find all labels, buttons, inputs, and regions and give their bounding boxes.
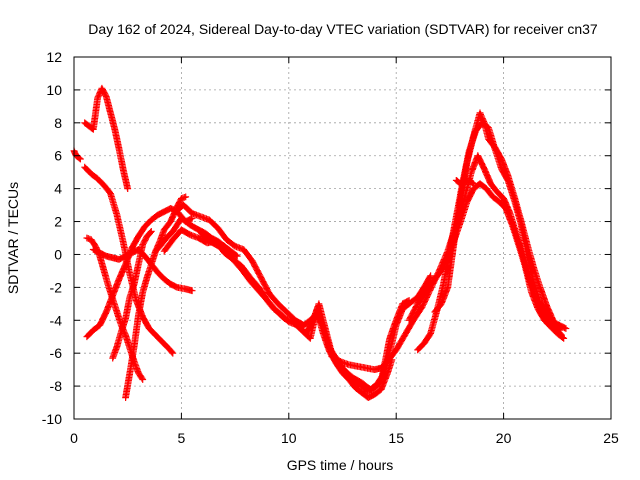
grid <box>74 57 611 419</box>
x-tick-label: 5 <box>178 430 186 446</box>
series-trace-14 <box>405 180 568 342</box>
x-tick-label: 20 <box>496 430 512 446</box>
series-trace-3 <box>81 163 177 357</box>
x-tick-label: 0 <box>70 430 78 446</box>
series-trace-10 <box>160 226 396 401</box>
x-tick-labels: 0 5 10 15 20 25 <box>70 430 619 446</box>
series-trace-2 <box>81 84 132 192</box>
series-trace-11 <box>173 201 413 395</box>
y-tick-labels: -10 -8 -6 -4 -2 0 2 4 6 8 10 12 <box>42 49 62 427</box>
x-tick-label: 10 <box>281 430 297 446</box>
y-tick-label: -10 <box>42 411 62 427</box>
y-axis-label: SDTVAR / TECUs <box>5 182 21 294</box>
series-trace-12 <box>195 226 241 260</box>
y-tick-label: 4 <box>54 181 62 197</box>
y-tick-label: -8 <box>50 378 63 394</box>
series-trace-17 <box>452 177 477 188</box>
y-tick-label: 0 <box>54 246 62 262</box>
y-tick-label: 2 <box>54 214 62 230</box>
y-tick-label: 8 <box>54 115 62 131</box>
y-tick-label: 6 <box>54 148 62 164</box>
y-tick-label: -6 <box>50 345 63 361</box>
y-tick-label: 10 <box>46 82 62 98</box>
series-trace-7 <box>109 228 155 362</box>
data-series <box>70 84 570 401</box>
x-tick-label: 25 <box>603 430 619 446</box>
x-tick-label: 15 <box>388 430 404 446</box>
series-trace-16 <box>431 109 563 334</box>
y-tick-label: -4 <box>50 312 63 328</box>
series-trace-1 <box>70 147 84 163</box>
y-tick-label: 12 <box>46 49 62 65</box>
x-axis-label: GPS time / hours <box>287 457 394 473</box>
axis-ticks <box>73 56 612 420</box>
plot-frame <box>73 56 612 420</box>
series-trace-8 <box>122 193 190 401</box>
y-tick-label: -2 <box>50 279 63 295</box>
chart-title: Day 162 of 2024, Sidereal Day-to-day VTE… <box>88 21 598 37</box>
